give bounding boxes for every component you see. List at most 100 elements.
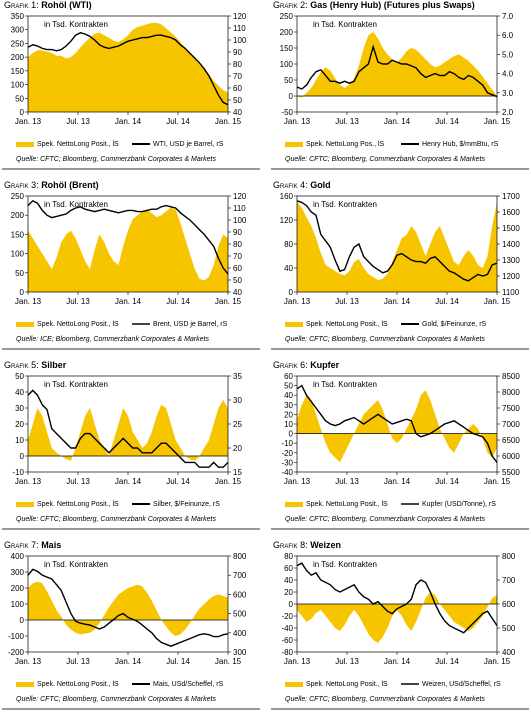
legend-item-position: Spek. NettoLong Posit., lS [285, 501, 388, 508]
tick-label-right: 400 [233, 629, 247, 638]
tick-label-right: 25 [233, 420, 242, 429]
tick-label-left: 20 [15, 420, 24, 429]
tick-label-right: 1700 [502, 192, 520, 201]
legend-item-position: Spek. NettoLong Pos., lS [285, 141, 384, 148]
tick-label-left: 300 [11, 568, 25, 577]
tick-label-x: Jan. 15 [215, 657, 242, 666]
tick-label-left: -30 [281, 458, 293, 467]
line-series-price [296, 384, 498, 463]
tick-label-left: 300 [11, 26, 25, 35]
divider [271, 168, 529, 170]
tick-label-right: 400 [502, 648, 516, 657]
line-series-price [27, 568, 229, 647]
tick-label-x: Jul. 13 [335, 297, 359, 306]
area-series-position [297, 390, 497, 463]
tick-label-left: 0 [289, 600, 294, 609]
tick-label-right: 800 [502, 552, 516, 561]
source-note: Quelle: CFTC; Bloomberg, Commerzbank Cor… [285, 336, 485, 343]
tick-label-right: 600 [502, 600, 516, 609]
tick-label-right: 20 [233, 444, 242, 453]
chart-title: Grafik 1: Rohöl (WTI) [4, 0, 92, 10]
chart-mais: -200 -100 0 100 200 300 400 300 400 500 600 700 800 J… [8, 552, 247, 666]
divider [2, 168, 260, 170]
source-note: Quelle: CFTC; Bloomberg, Commerzbank Cor… [285, 516, 485, 523]
panel-kupfer: Grafik 6: Kupfer -40 -30 -20 -10 0 10 20 30 40 50… [271, 360, 529, 538]
tick-label-left: 40 [284, 576, 293, 585]
area-series-position [28, 400, 228, 461]
tick-label-left: 350 [11, 12, 25, 21]
tick-label-left: 20 [284, 588, 293, 597]
legend-item-price: Henry Hub, $/mmBtu, rS [401, 141, 498, 148]
chart-title: Grafik 6: Kupfer [273, 360, 340, 370]
panel-rohoel-wti: Grafik 1: Rohöl (WTI) 0 50 100 150 200 250 300… [2, 0, 260, 178]
tick-label-left: -10 [12, 468, 24, 477]
divider [271, 528, 529, 530]
annotation-label: in Tsd. Kontrakten [44, 380, 108, 389]
tick-label-right: 1400 [502, 240, 520, 249]
tick-label-x: Jan. 14 [384, 477, 411, 486]
chart-gas-henry-hub: -50 0 50 100 150 200 250 2.0 3.0 4.0 5.0 6.0 7.0 Jan.… [280, 12, 514, 126]
tick-label-left: 0 [289, 430, 294, 439]
tick-label-left: 50 [15, 269, 24, 278]
tick-label-x: Jul. 14 [435, 477, 459, 486]
legend-item-price: Weizen, USd/Scheffel, rS [401, 681, 501, 688]
divider [271, 348, 529, 350]
tick-label-right: 90 [233, 48, 242, 57]
tick-label-right: 1200 [502, 272, 520, 281]
source-note: Quelle: CFTC; Bloomberg, Commerzbank Cor… [16, 516, 216, 523]
tick-label-left: 0 [289, 288, 294, 297]
tick-label-x: Jul. 14 [435, 297, 459, 306]
annotation-label: in Tsd. Kontrakten [313, 380, 377, 389]
tick-label-right: 8000 [502, 388, 520, 397]
tick-label-left: -20 [281, 612, 293, 621]
tick-label-left: 0 [20, 616, 25, 625]
tick-label-left: 100 [11, 81, 25, 90]
tick-label-x: Jan. 15 [215, 477, 242, 486]
annotation-label: in Tsd. Kontrakten [313, 200, 377, 209]
tick-label-right: 50 [233, 276, 242, 285]
tick-label-right: 500 [502, 624, 516, 633]
line-series-price [27, 199, 229, 275]
tick-label-left: 80 [284, 240, 293, 249]
legend-item-price: Brent, USD je Barrel, rS [132, 321, 227, 328]
legend-item-position: Spek. NettoLong Posit., lS [16, 681, 119, 688]
tick-label-left: 30 [284, 401, 293, 410]
tick-label-left: 50 [15, 372, 24, 381]
tick-label-x: Jan. 14 [384, 657, 411, 666]
tick-label-x: Jan. 15 [215, 297, 242, 306]
tick-label-right: 8500 [502, 372, 520, 381]
tick-label-left: 0 [20, 108, 25, 117]
tick-label-left: -60 [281, 636, 293, 645]
panel-weizen: Grafik 8: Weizen -80 -60 -40 -20 0 20 40 60 80 40… [271, 540, 529, 718]
tick-label-left: 60 [284, 564, 293, 573]
line-series-price [296, 562, 498, 634]
chart-rohoel-wti: 0 50 100 150 200 250 300 350 40 50 60 70 80 90 100 110 1… [11, 12, 247, 126]
tick-label-left: 40 [284, 264, 293, 273]
tick-label-left: 250 [280, 12, 294, 21]
tick-label-left: 0 [20, 452, 25, 461]
tick-label-left: 200 [11, 53, 25, 62]
tick-label-x: Jan. 13 [284, 657, 311, 666]
area-series-position [28, 581, 228, 636]
legend: Spek. NettoLong Posit., lS Mais, USd/Sch… [2, 680, 260, 692]
tick-label-right: 6000 [502, 452, 520, 461]
tick-label-right: 1300 [502, 256, 520, 265]
tick-label-left: 100 [11, 250, 25, 259]
chart-title: Grafik 2: Gas (Henry Hub) (Futures plus … [273, 0, 475, 10]
legend-item-position: Spek. NettoLong Posit., lS [285, 321, 388, 328]
tick-label-right: 60 [233, 264, 242, 273]
area-series-position [28, 22, 228, 112]
divider [2, 708, 260, 710]
tick-label-right: 90 [233, 228, 242, 237]
tick-label-right: 700 [502, 576, 516, 585]
tick-label-right: 300 [233, 648, 247, 657]
tick-label-left: 40 [284, 391, 293, 400]
line-series-price [296, 44, 498, 98]
chart-weizen: -80 -60 -40 -20 0 20 40 60 80 400 500 600 700 800 Jan.… [281, 552, 516, 666]
tick-label-x: Jan. 13 [15, 117, 42, 126]
tick-label-x: Jan. 14 [115, 657, 142, 666]
tick-label-right: 2.0 [502, 108, 514, 117]
panel-gold: Grafik 4: Gold 0 40 80 120 160 1100 1200 1300 14… [271, 180, 529, 358]
tick-label-x: Jul. 13 [66, 477, 90, 486]
tick-label-x: Jan. 14 [384, 297, 411, 306]
